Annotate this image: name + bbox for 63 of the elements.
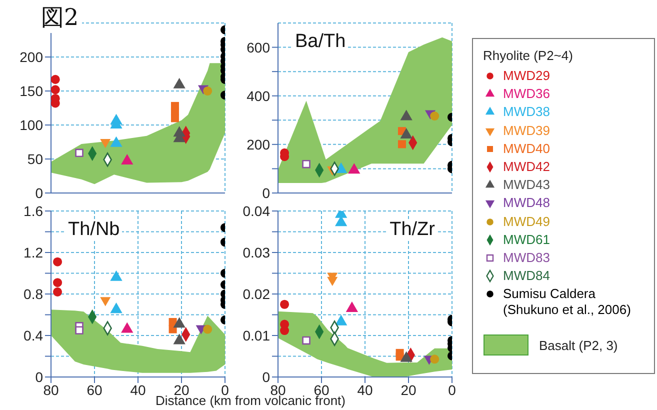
y-tick-label: 50 bbox=[27, 150, 44, 167]
x-tick-label: 40 bbox=[357, 382, 373, 398]
legend-label: MWD39 bbox=[503, 122, 551, 139]
legend-label: MWD49 bbox=[503, 214, 551, 230]
y-tick-label: 0 bbox=[262, 368, 270, 385]
legend-label: Basalt (P2, 3) bbox=[539, 338, 618, 353]
y-tick-label: 400 bbox=[246, 88, 270, 104]
x-tick-label: 80 bbox=[43, 382, 59, 398]
point bbox=[53, 257, 62, 266]
legend-label: MWD61 bbox=[503, 232, 551, 248]
x-tick-label: 80 bbox=[270, 382, 286, 398]
y-tick-label: 200 bbox=[20, 48, 44, 65]
y-tick-label: 600 bbox=[246, 39, 270, 56]
annotation: Th/Zr bbox=[388, 219, 437, 241]
point bbox=[327, 276, 338, 286]
x-tick-label: 40 bbox=[130, 382, 146, 398]
legend-label: MWD29 bbox=[503, 68, 551, 84]
legend-title: Rhyolite (P2~4) bbox=[483, 48, 574, 63]
legend-label: MWD43 bbox=[503, 177, 551, 194]
x-tick-label: 0 bbox=[448, 382, 456, 398]
point bbox=[51, 85, 60, 94]
y-tick-label: 150 bbox=[20, 82, 44, 99]
legend-label: MWD40 bbox=[503, 140, 551, 157]
point bbox=[53, 278, 62, 288]
point bbox=[302, 160, 310, 168]
point bbox=[121, 154, 134, 165]
y-tick-label: 200 bbox=[246, 136, 270, 152]
y-tick-label: 0 bbox=[35, 184, 44, 201]
y-tick-label: 0.02 bbox=[242, 286, 270, 302]
point bbox=[280, 300, 290, 309]
point bbox=[170, 114, 179, 122]
y-tick-label: 1.6 bbox=[24, 202, 44, 219]
annotation: Th/Nb bbox=[66, 219, 122, 241]
y-tick-label: 1.2 bbox=[24, 244, 44, 260]
y-tick-label: 0.01 bbox=[242, 327, 270, 344]
legend-label: MWD84 bbox=[503, 268, 551, 284]
legend-label: Sumisu Caldera (Shukuno et al., 2006) bbox=[503, 286, 632, 318]
y-tick-label: 0.4 bbox=[24, 327, 44, 344]
point bbox=[53, 287, 62, 296]
point bbox=[110, 136, 122, 147]
point bbox=[302, 336, 310, 345]
legend-label: MWD42 bbox=[503, 158, 551, 175]
point bbox=[75, 148, 84, 157]
y-tick-label: 0.8 bbox=[24, 286, 44, 302]
annotation: Ba/Th bbox=[293, 31, 348, 53]
legend-label: MWD83 bbox=[503, 250, 551, 266]
y-tick-label: 0 bbox=[262, 184, 270, 201]
point bbox=[398, 140, 406, 148]
y-tick-label: 0 bbox=[35, 368, 44, 385]
x-tick-label: 0 bbox=[221, 382, 230, 398]
point bbox=[280, 326, 290, 336]
y-tick-label: 0.03 bbox=[242, 244, 270, 260]
legend-label: MWD36 bbox=[503, 86, 551, 102]
point bbox=[51, 74, 60, 84]
y-tick-label: 100 bbox=[20, 116, 44, 133]
x-tick-label: 60 bbox=[86, 382, 102, 398]
legend-label: MWD48 bbox=[503, 195, 551, 212]
legend-label: MWD38 bbox=[503, 104, 551, 120]
point bbox=[75, 326, 84, 334]
x-tick-label: 20 bbox=[174, 382, 190, 398]
y-tick-label: 0.04 bbox=[242, 202, 270, 219]
x-tick-label: 20 bbox=[400, 382, 416, 398]
chart-title: 図2 bbox=[38, 3, 82, 33]
